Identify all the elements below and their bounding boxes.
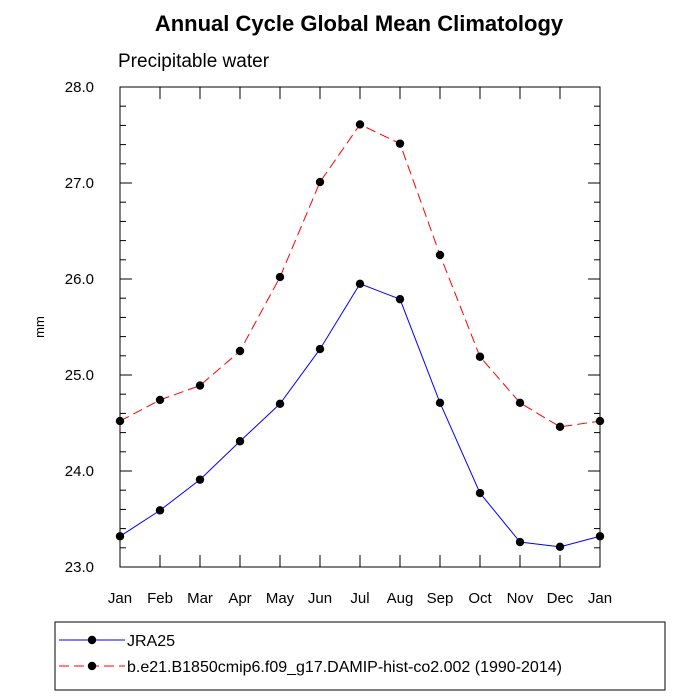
x-tick-label: Feb [147,590,173,607]
x-tick-labels: Jan Feb Mar Apr May Jun Jul Aug Sep Oct Nov Dec Jan [108,590,612,607]
x-tick-label: Apr [228,590,251,607]
legend-label-0: JRA25 [127,633,175,650]
y-axis-label: mm [32,316,47,338]
plot-frame [119,86,601,568]
x-tick-label: Jan [588,590,612,607]
y-tick-label: 28.0 [65,79,94,96]
legend-marker-0 [87,635,97,645]
x-tick-label: May [266,590,295,607]
series-line-0 [119,283,601,548]
data-point-series-1 [435,250,445,260]
y-tick-labels: 23.0 24.0 25.0 26.0 27.0 28.0 [65,79,94,576]
x-tick-label: Mar [187,590,213,607]
data-point-series-1 [515,398,525,408]
data-point-series-0 [555,542,565,552]
data-point-series-0 [275,399,285,408]
data-point-series-1 [395,139,405,148]
x-tick-label: Jan [108,590,132,607]
legend-marker-1 [87,661,97,671]
data-point-series-0 [435,398,445,408]
minor-ticks [120,105,600,549]
y-tick-label: 27.0 [65,175,94,192]
data-point-series-1 [355,120,365,129]
legend-label-1: b.e21.B1850cmip6.f09_g17.DAMIP-hist-co2.… [127,659,562,676]
data-point-series-1 [155,395,165,405]
x-tick-label: Nov [507,590,534,607]
chart-subtitle: Precipitable water [118,51,270,72]
data-point-series-0 [155,506,165,515]
x-tick-label: Jul [350,590,369,607]
x-tick-label: Jun [308,590,332,607]
data-point-series-1 [235,346,245,356]
y-tick-label: 26.0 [65,271,94,288]
x-tick-label: Aug [387,590,414,607]
data-point-series-1 [195,381,205,390]
chart-title: Annual Cycle Global Mean Climatology [155,11,564,36]
data-point-series-0 [315,344,325,354]
y-tick-label: 23.0 [65,559,94,576]
x-tick-label: Dec [547,590,574,607]
data-point-series-1 [475,352,485,361]
major-ticks [119,86,601,568]
data-point-series-0 [475,488,485,498]
data-point-series-0 [515,537,525,547]
legend: JRA25 b.e21.B1850cmip6.f09_g17.DAMIP-hist… [54,621,666,691]
data-point-series-0 [395,294,405,304]
series-layer [115,120,605,552]
data-point-series-0 [355,279,365,288]
data-point-series-0 [235,437,245,446]
y-tick-label: 25.0 [65,367,94,384]
data-point-series-1 [275,272,285,282]
legend-box [54,621,666,691]
data-point-series-1 [555,422,565,432]
x-tick-label: Oct [468,590,492,607]
data-point-series-0 [195,475,205,484]
data-point-series-1 [315,177,325,187]
x-tick-label: Sep [427,590,454,607]
series-line-1 [119,123,601,428]
y-tick-label: 24.0 [65,463,94,480]
